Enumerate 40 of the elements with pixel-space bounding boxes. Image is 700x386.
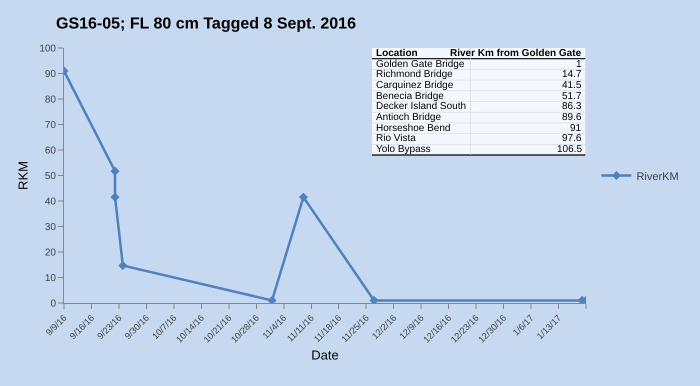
- y-tick-label: 70: [44, 120, 56, 131]
- point: [110, 166, 120, 176]
- y-axis-title: RKM: [15, 161, 30, 190]
- annotation: Rio Vista: [376, 133, 416, 144]
- annotation: 89.6: [562, 112, 582, 123]
- y-tick-label: 80: [44, 94, 56, 106]
- y-tick-label: 40: [44, 196, 56, 208]
- annotation: 97.6: [562, 133, 582, 144]
- annotation: 86.3: [562, 101, 582, 112]
- annotation: 51.7: [562, 91, 582, 102]
- annotation: Location: [376, 48, 418, 59]
- annotation: 1: [576, 59, 582, 70]
- point: [110, 192, 120, 202]
- annotation: Benecia Bridge: [376, 91, 444, 102]
- point: [267, 296, 277, 303]
- y-tick-label: 90: [44, 69, 56, 80]
- annotation: Richmond Bridge: [376, 69, 454, 80]
- point: [298, 192, 308, 202]
- y-tick-label: 10: [44, 273, 56, 284]
- annotation: 41.5: [562, 80, 582, 91]
- x-axis-title: Date: [311, 347, 339, 362]
- y-tick-label: 30: [44, 222, 56, 233]
- annotation: River Km from Golden Gate: [450, 48, 582, 59]
- annotation: Golden Gate Bridge: [376, 59, 465, 70]
- y-tick-label: 100: [39, 44, 56, 54]
- legend-label: RiverKM: [636, 170, 679, 183]
- annotation: Carquinez Bridge: [376, 80, 454, 91]
- annotation: 14.7: [562, 69, 582, 80]
- chart-title: GS16-05; FL 80 cm Tagged 8 Sept. 2016: [56, 16, 356, 33]
- y-tick-label: 0: [50, 298, 56, 310]
- annotation: Decker Island South: [376, 101, 466, 112]
- y-tick-label: 60: [44, 146, 56, 156]
- annotation: Yolo Bypass: [376, 144, 431, 155]
- y-tick-label: 50: [44, 171, 56, 182]
- annotation: Horseshoe Bend: [376, 123, 450, 134]
- annotation: 91: [570, 123, 582, 134]
- annotation: 106.5: [557, 144, 582, 155]
- annotation: Antioch Bridge: [376, 112, 442, 123]
- point: [118, 260, 128, 270]
- y-tick-label: 20: [44, 248, 56, 258]
